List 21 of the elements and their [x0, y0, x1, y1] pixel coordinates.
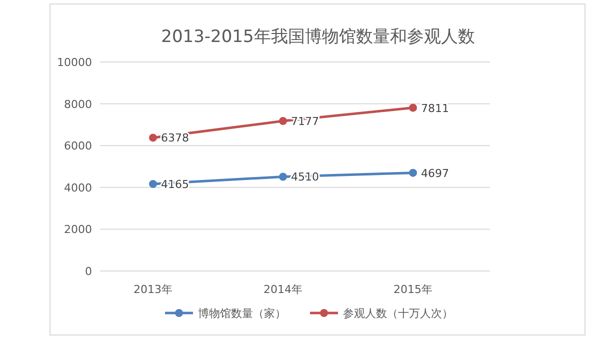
- chart-title: 2013-2015年我国博物馆数量和参观人数: [161, 27, 475, 47]
- y-tick-label: 4000: [64, 181, 92, 194]
- data-label: 6378: [161, 132, 189, 145]
- point: [279, 172, 287, 181]
- point: [149, 134, 157, 142]
- x-tick-label: 2013年: [134, 283, 172, 296]
- legend-label: 博物馆数量（家）: [198, 307, 286, 320]
- x-tick-label: 2014年: [264, 283, 302, 296]
- y-tick-label: 0: [85, 265, 92, 278]
- y-tick-label: 8000: [64, 98, 92, 111]
- data-label: 4697: [421, 166, 449, 180]
- point: [409, 168, 417, 177]
- y-tick-label: 6000: [64, 140, 92, 153]
- point: [149, 180, 157, 188]
- legend-label: 参观人数（十万人次）: [343, 307, 453, 320]
- data-label: 7811: [421, 102, 449, 115]
- point: [409, 104, 417, 112]
- y-tick-label: 2000: [64, 223, 92, 236]
- point: [279, 117, 287, 125]
- y-tick-label: 10000: [57, 56, 92, 69]
- x-tick-label: 2015年: [394, 283, 432, 296]
